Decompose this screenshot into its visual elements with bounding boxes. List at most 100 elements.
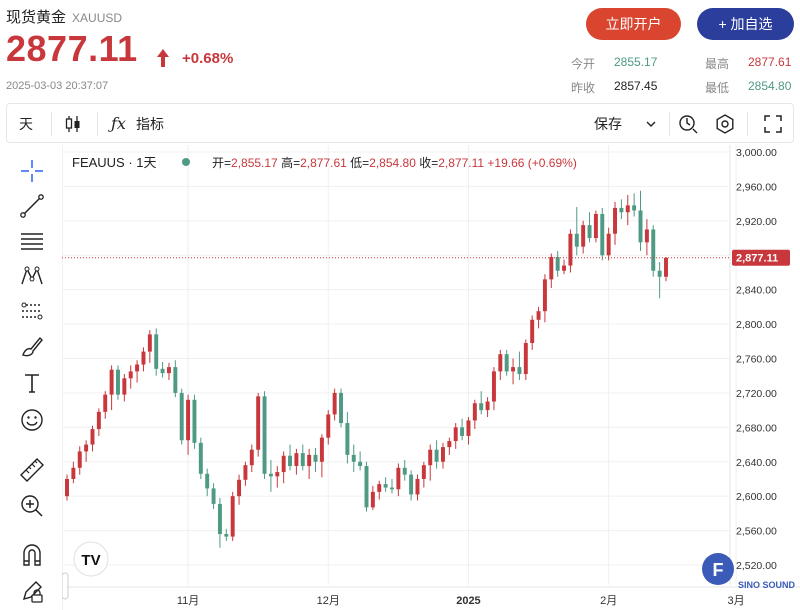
instrument-title: 现货黄金 [6, 9, 67, 26]
watermark-text: SINO SOUND [738, 580, 796, 590]
instrument-name: 现货黄金 XAUUSD [6, 6, 122, 27]
emoji-icon[interactable] [18, 406, 46, 434]
settings-icon[interactable] [714, 113, 736, 135]
indicators-button[interactable]: 指标 [136, 116, 164, 132]
fib-icon[interactable] [18, 297, 46, 325]
candle-body [530, 319, 535, 344]
candle-body [581, 225, 586, 247]
brush-icon[interactable] [18, 332, 46, 360]
alert-icon[interactable] [677, 113, 699, 135]
candle [84, 440, 89, 462]
candle [77, 446, 82, 475]
candle-body [485, 401, 490, 411]
candle-body [332, 392, 337, 415]
candle-body [549, 256, 554, 280]
stat-value: 2855.17 [614, 55, 658, 69]
lock-pencil-icon[interactable] [18, 577, 46, 605]
candle [517, 351, 522, 381]
fullscreen-icon[interactable] [763, 114, 783, 134]
stat-prev-close: 昨收 2857.45 [571, 79, 657, 96]
candle [581, 220, 586, 254]
candle [116, 365, 120, 400]
candle-body [606, 233, 611, 256]
zoom-in-icon[interactable] [18, 492, 46, 520]
candle-body [103, 394, 108, 412]
candle-body [460, 427, 465, 436]
candle-body [440, 447, 445, 462]
horizontal-lines-icon[interactable] [18, 227, 46, 255]
candle [491, 367, 496, 411]
candle-body [600, 213, 605, 256]
candle-body [268, 473, 273, 477]
candle-body [383, 484, 388, 488]
legend-low-label: 低= [350, 156, 369, 170]
magnet-icon[interactable] [18, 541, 46, 569]
candle [638, 190, 643, 251]
add-to-watchlist-button[interactable]: + 加自选 [697, 8, 794, 40]
candle-body [198, 442, 203, 474]
candle-body [536, 311, 541, 320]
function-icon[interactable]: ƒx [111, 114, 126, 133]
stat-label: 最高 [705, 57, 730, 71]
candle-body [319, 437, 324, 462]
candle-body [491, 371, 496, 402]
svg-text:F: F [713, 560, 724, 580]
ruler-icon[interactable] [18, 456, 46, 484]
candle-body [249, 449, 254, 466]
candle [530, 315, 535, 350]
candle-body [96, 411, 101, 430]
save-button[interactable]: 保存 [594, 116, 622, 132]
last-price: 2877.11 [6, 28, 138, 69]
candle-body [65, 478, 69, 497]
candle-body [122, 378, 127, 395]
candle-body [511, 367, 516, 372]
chart-background [62, 145, 800, 610]
status-dot [182, 158, 190, 166]
chevron-down-icon[interactable] [645, 118, 657, 130]
candle [460, 418, 465, 441]
stat-value: 2877.61 [748, 55, 792, 69]
candle-body [625, 205, 630, 213]
candle [275, 466, 280, 488]
candles-icon[interactable] [63, 114, 83, 134]
interval-button[interactable]: 天 [19, 116, 33, 132]
candles [65, 190, 668, 548]
candle [434, 440, 439, 469]
candle [485, 397, 490, 418]
candle-body [166, 367, 171, 374]
candle-body [224, 534, 229, 537]
y-tick-label: 2,960.00 [736, 181, 777, 193]
candle-body [421, 465, 426, 479]
candle [186, 394, 191, 455]
candle-body [358, 461, 363, 467]
y-tick-label: 2,920.00 [736, 216, 777, 228]
candle-body [638, 210, 643, 243]
candle [396, 463, 401, 497]
y-tick-label: 2,560.00 [736, 526, 777, 538]
candle-body [542, 279, 547, 312]
candle-body [504, 354, 509, 372]
text-icon[interactable] [18, 369, 46, 397]
y-tick-label: 2,680.00 [736, 422, 777, 434]
candle-body [593, 213, 598, 239]
candle [326, 410, 331, 445]
trend-line-icon[interactable] [18, 192, 46, 220]
candle-body [237, 479, 242, 497]
chart-scroll-handle[interactable] [62, 572, 69, 600]
watermark-logo: F SINO SOUND [702, 553, 796, 590]
stat-label: 最低 [705, 81, 730, 95]
pattern-icon[interactable] [18, 262, 46, 290]
legend-ohlc: 开=2,855.17 高=2,877.61 低=2,854.80 收=2,877… [212, 155, 577, 170]
crosshair-icon[interactable] [18, 157, 46, 185]
candlestick-chart[interactable]: 3,000.002,960.002,920.002,880.002,840.00… [62, 145, 800, 610]
grid [62, 145, 800, 588]
candle-body [116, 369, 120, 395]
tradingview-logo[interactable]: TV [73, 541, 109, 577]
stat-high: 最高 2877.61 [705, 55, 791, 72]
candle-body [281, 455, 286, 473]
y-tick-label: 3,000.00 [736, 147, 777, 159]
candle-body [173, 367, 178, 393]
toolbar-divider [747, 112, 748, 136]
open-account-button[interactable]: 立即开户 [586, 8, 681, 40]
candle-body [409, 474, 414, 495]
